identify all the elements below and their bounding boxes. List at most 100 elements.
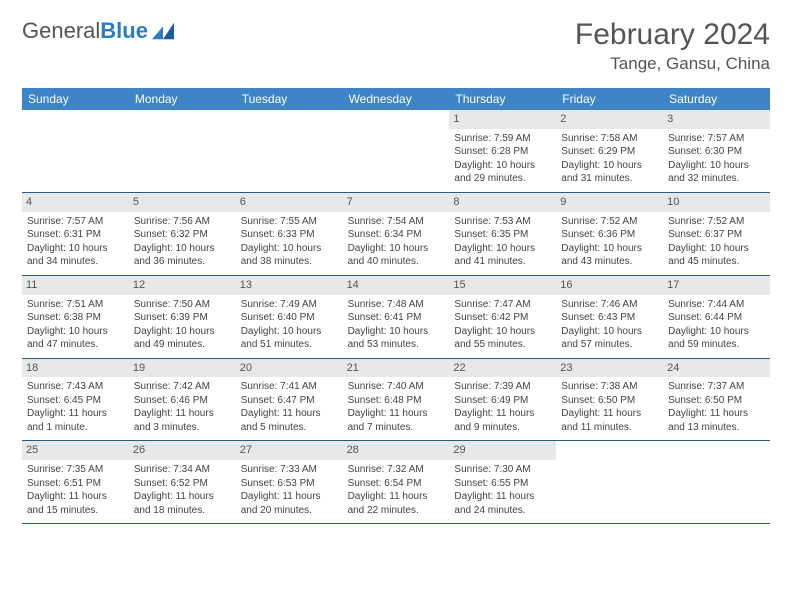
sunset-text: Sunset: 6:48 PM: [348, 394, 445, 408]
day-cell: 21Sunrise: 7:40 AMSunset: 6:48 PMDayligh…: [343, 359, 450, 441]
daylight-text: Daylight: 11 hours: [561, 407, 658, 421]
week-row: 4Sunrise: 7:57 AMSunset: 6:31 PMDaylight…: [22, 193, 770, 276]
sunset-text: Sunset: 6:50 PM: [668, 394, 765, 408]
sunrise-text: Sunrise: 7:47 AM: [454, 298, 551, 312]
daylight-text: and 5 minutes.: [241, 421, 338, 435]
calendar: SundayMondayTuesdayWednesdayThursdayFrid…: [22, 88, 770, 524]
daylight-text: and 45 minutes.: [668, 255, 765, 269]
sunrise-text: Sunrise: 7:59 AM: [454, 132, 551, 146]
sunset-text: Sunset: 6:46 PM: [134, 394, 231, 408]
day-number: 27: [236, 441, 343, 460]
daylight-text: and 24 minutes.: [454, 504, 551, 518]
empty-cell: [663, 441, 770, 523]
daylight-text: Daylight: 10 hours: [348, 325, 445, 339]
day-cell: 24Sunrise: 7:37 AMSunset: 6:50 PMDayligh…: [663, 359, 770, 441]
sunset-text: Sunset: 6:30 PM: [668, 145, 765, 159]
daylight-text: and 53 minutes.: [348, 338, 445, 352]
sunset-text: Sunset: 6:28 PM: [454, 145, 551, 159]
brand-mark-icon: [152, 22, 174, 40]
day-cell: 17Sunrise: 7:44 AMSunset: 6:44 PMDayligh…: [663, 276, 770, 358]
day-cell: 20Sunrise: 7:41 AMSunset: 6:47 PMDayligh…: [236, 359, 343, 441]
month-title: February 2024: [575, 18, 770, 52]
sunrise-text: Sunrise: 7:38 AM: [561, 380, 658, 394]
daylight-text: Daylight: 10 hours: [134, 325, 231, 339]
daylight-text: and 55 minutes.: [454, 338, 551, 352]
day-number: 18: [22, 359, 129, 378]
sunrise-text: Sunrise: 7:37 AM: [668, 380, 765, 394]
sunrise-text: Sunrise: 7:43 AM: [27, 380, 124, 394]
sunset-text: Sunset: 6:36 PM: [561, 228, 658, 242]
daylight-text: and 34 minutes.: [27, 255, 124, 269]
daylight-text: and 40 minutes.: [348, 255, 445, 269]
daylight-text: Daylight: 11 hours: [134, 407, 231, 421]
sunrise-text: Sunrise: 7:57 AM: [27, 215, 124, 229]
day-cell: 3Sunrise: 7:57 AMSunset: 6:30 PMDaylight…: [663, 110, 770, 192]
sunset-text: Sunset: 6:38 PM: [27, 311, 124, 325]
sunset-text: Sunset: 6:53 PM: [241, 477, 338, 491]
day-number: 21: [343, 359, 450, 378]
brand-part2: Blue: [100, 18, 148, 43]
day-cell: 10Sunrise: 7:52 AMSunset: 6:37 PMDayligh…: [663, 193, 770, 275]
sunrise-text: Sunrise: 7:40 AM: [348, 380, 445, 394]
daylight-text: and 7 minutes.: [348, 421, 445, 435]
daylight-text: Daylight: 11 hours: [241, 407, 338, 421]
daylight-text: Daylight: 11 hours: [27, 490, 124, 504]
daylight-text: and 43 minutes.: [561, 255, 658, 269]
daylight-text: Daylight: 10 hours: [561, 159, 658, 173]
day-number: 7: [343, 193, 450, 212]
daylight-text: Daylight: 10 hours: [27, 325, 124, 339]
day-cell: 26Sunrise: 7:34 AMSunset: 6:52 PMDayligh…: [129, 441, 236, 523]
weekday-header: Monday: [129, 88, 236, 110]
sunrise-text: Sunrise: 7:49 AM: [241, 298, 338, 312]
day-number: 6: [236, 193, 343, 212]
daylight-text: Daylight: 10 hours: [134, 242, 231, 256]
brand-logo: GeneralBlue: [22, 18, 174, 44]
sunset-text: Sunset: 6:49 PM: [454, 394, 551, 408]
day-cell: 18Sunrise: 7:43 AMSunset: 6:45 PMDayligh…: [22, 359, 129, 441]
daylight-text: Daylight: 11 hours: [348, 490, 445, 504]
sunset-text: Sunset: 6:42 PM: [454, 311, 551, 325]
sunset-text: Sunset: 6:33 PM: [241, 228, 338, 242]
sunset-text: Sunset: 6:47 PM: [241, 394, 338, 408]
weekday-header: Tuesday: [236, 88, 343, 110]
brand-text: GeneralBlue: [22, 18, 148, 44]
sunrise-text: Sunrise: 7:58 AM: [561, 132, 658, 146]
daylight-text: Daylight: 10 hours: [348, 242, 445, 256]
day-number: 19: [129, 359, 236, 378]
sunset-text: Sunset: 6:40 PM: [241, 311, 338, 325]
daylight-text: Daylight: 10 hours: [454, 242, 551, 256]
weekday-header: Saturday: [663, 88, 770, 110]
day-cell: 12Sunrise: 7:50 AMSunset: 6:39 PMDayligh…: [129, 276, 236, 358]
daylight-text: and 38 minutes.: [241, 255, 338, 269]
sunset-text: Sunset: 6:44 PM: [668, 311, 765, 325]
title-block: February 2024 Tange, Gansu, China: [575, 18, 770, 74]
day-cell: 5Sunrise: 7:56 AMSunset: 6:32 PMDaylight…: [129, 193, 236, 275]
sunrise-text: Sunrise: 7:53 AM: [454, 215, 551, 229]
sunset-text: Sunset: 6:35 PM: [454, 228, 551, 242]
header: GeneralBlue February 2024 Tange, Gansu, …: [22, 18, 770, 74]
sunset-text: Sunset: 6:55 PM: [454, 477, 551, 491]
daylight-text: Daylight: 10 hours: [668, 242, 765, 256]
sunset-text: Sunset: 6:37 PM: [668, 228, 765, 242]
daylight-text: and 13 minutes.: [668, 421, 765, 435]
daylight-text: and 29 minutes.: [454, 172, 551, 186]
day-number: 24: [663, 359, 770, 378]
sunrise-text: Sunrise: 7:30 AM: [454, 463, 551, 477]
daylight-text: Daylight: 11 hours: [134, 490, 231, 504]
daylight-text: and 59 minutes.: [668, 338, 765, 352]
daylight-text: Daylight: 10 hours: [27, 242, 124, 256]
sunrise-text: Sunrise: 7:57 AM: [668, 132, 765, 146]
daylight-text: and 20 minutes.: [241, 504, 338, 518]
daylight-text: Daylight: 11 hours: [27, 407, 124, 421]
day-cell: 22Sunrise: 7:39 AMSunset: 6:49 PMDayligh…: [449, 359, 556, 441]
daylight-text: and 1 minute.: [27, 421, 124, 435]
daylight-text: and 9 minutes.: [454, 421, 551, 435]
sunrise-text: Sunrise: 7:34 AM: [134, 463, 231, 477]
daylight-text: Daylight: 10 hours: [668, 325, 765, 339]
sunrise-text: Sunrise: 7:44 AM: [668, 298, 765, 312]
sunset-text: Sunset: 6:52 PM: [134, 477, 231, 491]
sunrise-text: Sunrise: 7:52 AM: [561, 215, 658, 229]
day-cell: 19Sunrise: 7:42 AMSunset: 6:46 PMDayligh…: [129, 359, 236, 441]
weekday-header: Friday: [556, 88, 663, 110]
day-number: 11: [22, 276, 129, 295]
